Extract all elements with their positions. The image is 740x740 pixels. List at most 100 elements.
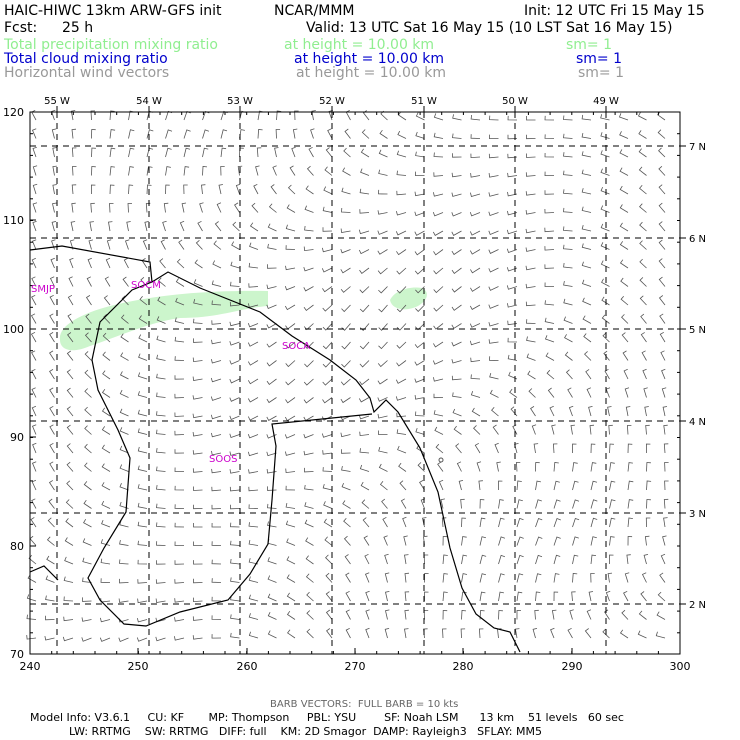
wind-barb [395,378,407,384]
wind-barb [551,609,557,620]
wind-barb [395,396,407,401]
wind-barb [343,147,351,158]
wind-barb [137,446,148,454]
wind-barb [344,554,351,565]
wind-barb [621,314,629,324]
wind-barb [156,503,166,509]
wind-barb [211,450,222,456]
wind-barb [218,184,223,195]
wind-barb [581,261,592,269]
wind-barb [657,129,666,139]
wind-barb [310,128,315,139]
wind-barb [658,276,666,287]
wind-barb [544,335,555,343]
wind-barb [553,462,559,472]
wind-barb [470,134,481,139]
wind-barb [286,592,296,602]
wind-barb [415,131,425,139]
wind-barb [127,203,133,213]
wind-barb [456,461,462,472]
wind-barb [471,407,481,417]
map-frame [29,111,681,655]
wind-barb [266,341,277,348]
wind-barb [119,578,129,584]
wind-barb [234,202,240,213]
wind-barb [45,615,55,621]
wind-barb [535,499,542,509]
wind-barb [451,249,462,256]
wind-barb [656,611,666,620]
wind-barb [627,517,633,528]
wind-barb [586,609,592,620]
wind-barb [342,167,351,176]
wind-barb [229,451,240,456]
wind-barb [285,341,296,349]
wind-barb [378,446,388,454]
wind-barb [64,556,74,565]
wind-barb [657,591,666,602]
wind-barb [284,304,296,311]
wind-barb [230,595,240,602]
wind-barb [128,129,135,139]
wind-barb [659,572,666,583]
wind-barb [32,165,38,176]
wind-barb [285,397,296,404]
wind-barb [581,151,592,158]
wind-barb [571,591,576,602]
wind-barb [91,147,96,158]
wind-barb [660,350,666,361]
wind-barb [322,227,333,232]
wind-barb [627,536,633,546]
wind-barb [183,129,191,139]
wind-barb [84,388,92,398]
wind-barb [590,443,596,454]
wind-barb [49,294,55,306]
wind-barb [285,451,296,456]
wind-barb [452,133,462,139]
wind-barb [603,350,610,361]
wind-barb [248,469,259,474]
wind-barb [479,499,485,509]
wind-barb [119,427,129,435]
wind-barb [414,230,425,236]
wind-barb [211,578,222,583]
wind-barb [230,261,240,269]
wind-barb [137,540,148,546]
wind-barb [600,223,610,232]
wind-barb [165,184,170,195]
wind-barb [49,387,55,398]
wind-barb [138,353,148,361]
wind-barb [156,448,166,454]
wind-barb [619,204,629,213]
wind-barb [488,249,499,254]
wind-barb [202,166,208,176]
wind-barb [639,203,647,213]
wind-barb [581,133,592,139]
wind-barb [100,617,111,623]
wind-barb [396,267,407,275]
wind-barb [81,617,92,622]
wind-barb [266,415,277,421]
wind-barb [365,590,370,602]
wind-barb [69,239,75,250]
wind-barb [535,573,542,583]
wind-barb [230,614,240,620]
wind-barb [572,462,578,472]
wind-barb [322,323,333,331]
wind-barb [214,221,222,232]
wind-barb [285,378,296,386]
wind-barb [305,537,314,546]
wind-barb [65,499,74,509]
wind-barb [327,128,333,139]
wind-barb [267,223,277,232]
wind-barb [82,577,92,583]
wind-barb [384,572,390,583]
wind-barb [267,521,277,528]
wind-barb [49,405,55,417]
wind-barb [155,636,166,642]
wind-barb [156,354,166,361]
wind-barb [303,450,314,456]
wind-barb [460,628,466,639]
wind-barb [229,378,240,384]
model-info-line1: Model Info: V3.6.1 CU: KF MP: Thompson P… [30,711,624,724]
